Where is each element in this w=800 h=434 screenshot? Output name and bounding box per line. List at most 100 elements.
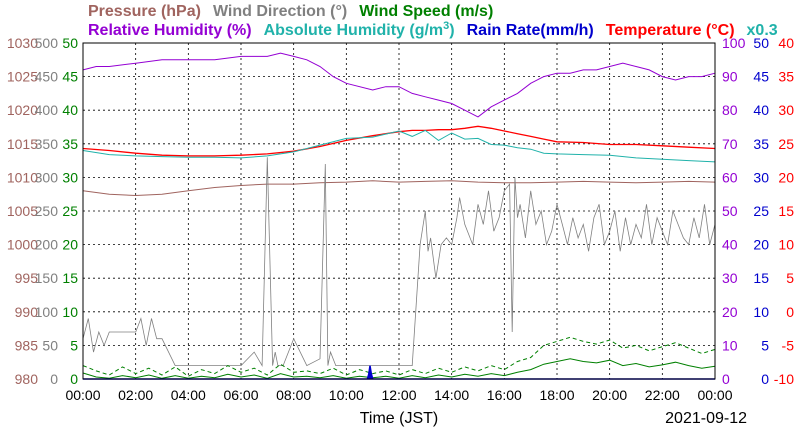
plot-frame xyxy=(82,42,716,380)
tick-label-wind-direction: 350 xyxy=(35,136,59,152)
series-line-pressure xyxy=(82,180,716,197)
tick-label-temperature: 30 xyxy=(778,102,794,118)
series-line-temperature xyxy=(82,129,716,163)
tick-label-wind-speed: 20 xyxy=(62,237,78,253)
x-tick-label: 22:00 xyxy=(645,387,680,403)
date-label: 2021-09-12 xyxy=(665,410,747,427)
tick-label-wind-direction: 200 xyxy=(35,237,59,253)
series-line-wind-speed xyxy=(82,336,716,377)
tick-label-wind-speed: 0 xyxy=(70,371,78,387)
tick-label-pressure: 1000 xyxy=(7,237,38,253)
tick-label-temperature: -10 xyxy=(774,371,794,387)
tick-label-temperature: 25 xyxy=(778,136,794,152)
tick-label-temperature: 15 xyxy=(778,203,794,219)
tick-label-humidity: 20 xyxy=(722,304,738,320)
x-tick-label: 12:00 xyxy=(381,387,416,403)
x-tick-label: 16:00 xyxy=(487,387,522,403)
tick-label-wind-speed: 10 xyxy=(62,304,78,320)
tick-label-wind-speed: 15 xyxy=(62,270,78,286)
x-tick-label: 00:00 xyxy=(697,387,732,403)
tick-label-rain-rate: 35 xyxy=(753,136,769,152)
axis-ticks: 1030102510201015101010051000995990985980… xyxy=(7,35,794,403)
tick-label-temperature: 40 xyxy=(778,35,794,51)
tick-label-rain-rate: 45 xyxy=(753,69,769,85)
tick-label-temperature: 5 xyxy=(786,270,794,286)
series-line-humidity xyxy=(82,52,716,118)
legend-entry: x0.3 xyxy=(747,22,778,39)
x-tick-label: 18:00 xyxy=(539,387,574,403)
tick-label-wind-direction: 0 xyxy=(50,371,58,387)
tick-label-rain-rate: 30 xyxy=(753,169,769,185)
tick-label-wind-direction: 150 xyxy=(35,270,59,286)
legend-entry: Rain Rate(mm/h) xyxy=(467,22,594,39)
tick-label-temperature: 0 xyxy=(786,304,794,320)
tick-label-pressure: 1020 xyxy=(7,102,38,118)
tick-label-humidity: 30 xyxy=(722,270,738,286)
tick-label-pressure: 1015 xyxy=(7,136,38,152)
tick-label-pressure: 1010 xyxy=(7,169,38,185)
tick-label-pressure: 980 xyxy=(15,371,39,387)
tick-label-wind-speed: 50 xyxy=(62,35,78,51)
tick-label-rain-rate: 0 xyxy=(761,371,769,387)
tick-label-temperature: 20 xyxy=(778,169,794,185)
tick-label-rain-rate: 10 xyxy=(753,304,769,320)
tick-label-rain-rate: 50 xyxy=(753,35,769,51)
tick-label-pressure: 985 xyxy=(15,337,39,353)
tick-label-humidity: 90 xyxy=(722,69,738,85)
tick-label-wind-direction: 450 xyxy=(35,69,59,85)
series-line-wind-direction xyxy=(82,157,716,368)
tick-label-wind-speed: 35 xyxy=(62,136,78,152)
legend-entry: Wind Speed (m/s) xyxy=(359,3,493,20)
tick-label-pressure: 1030 xyxy=(7,35,38,51)
tick-label-humidity: 80 xyxy=(722,102,738,118)
tick-label-humidity: 0 xyxy=(722,371,730,387)
legend-entry: Temperature (°C) xyxy=(606,22,735,39)
tick-label-pressure: 1025 xyxy=(7,69,38,85)
tick-label-rain-rate: 25 xyxy=(753,203,769,219)
x-tick-label: 04:00 xyxy=(171,387,206,403)
tick-label-rain-rate: 40 xyxy=(753,102,769,118)
tick-label-wind-speed: 5 xyxy=(70,337,78,353)
legend-entry: Absolute Humidity (g/m3) xyxy=(264,20,455,39)
x-tick-label: 14:00 xyxy=(434,387,469,403)
series-line-rain-rate xyxy=(83,365,715,380)
tick-label-humidity: 70 xyxy=(722,136,738,152)
x-axis-label: Time (JST) xyxy=(360,410,439,427)
legend: Pressure (hPa) Wind Direction (°) Wind Spe… xyxy=(88,3,778,39)
x-tick-label: 06:00 xyxy=(223,387,258,403)
tick-label-rain-rate: 5 xyxy=(761,337,769,353)
tick-label-pressure: 1005 xyxy=(7,203,38,219)
tick-label-wind-speed: 30 xyxy=(62,169,78,185)
x-tick-label: 00:00 xyxy=(65,387,100,403)
tick-label-wind-speed: 25 xyxy=(62,203,78,219)
tick-label-humidity: 50 xyxy=(722,203,738,219)
series-line-temperature xyxy=(82,125,716,157)
legend-entry: Wind Direction (°) xyxy=(213,3,347,20)
tick-label-temperature: 10 xyxy=(778,237,794,253)
tick-label-wind-direction: 300 xyxy=(35,169,59,185)
x-tick-label: 20:00 xyxy=(592,387,627,403)
tick-label-rain-rate: 15 xyxy=(753,270,769,286)
tick-label-temperature: 35 xyxy=(778,69,794,85)
tick-label-pressure: 995 xyxy=(15,270,39,286)
x-tick-label: 02:00 xyxy=(118,387,153,403)
grid xyxy=(83,43,715,379)
tick-label-temperature: -5 xyxy=(782,337,795,353)
tick-label-wind-direction: 100 xyxy=(35,304,59,320)
x-tick-label: 10:00 xyxy=(329,387,364,403)
plot-series xyxy=(82,52,716,380)
tick-label-wind-speed: 45 xyxy=(62,69,78,85)
x-tick-label: 08:00 xyxy=(276,387,311,403)
tick-label-pressure: 990 xyxy=(15,304,39,320)
legend-entry: Relative Humidity (%) xyxy=(88,22,252,39)
tick-label-humidity: 40 xyxy=(722,237,738,253)
tick-label-wind-direction: 50 xyxy=(42,337,58,353)
tick-label-humidity: 100 xyxy=(722,35,746,51)
tick-label-rain-rate: 20 xyxy=(753,237,769,253)
tick-label-wind-speed: 40 xyxy=(62,102,78,118)
legend-entry: Pressure (hPa) xyxy=(88,3,201,20)
tick-label-humidity: 10 xyxy=(722,337,738,353)
tick-label-wind-direction: 500 xyxy=(35,35,59,51)
tick-label-wind-direction: 400 xyxy=(35,102,59,118)
